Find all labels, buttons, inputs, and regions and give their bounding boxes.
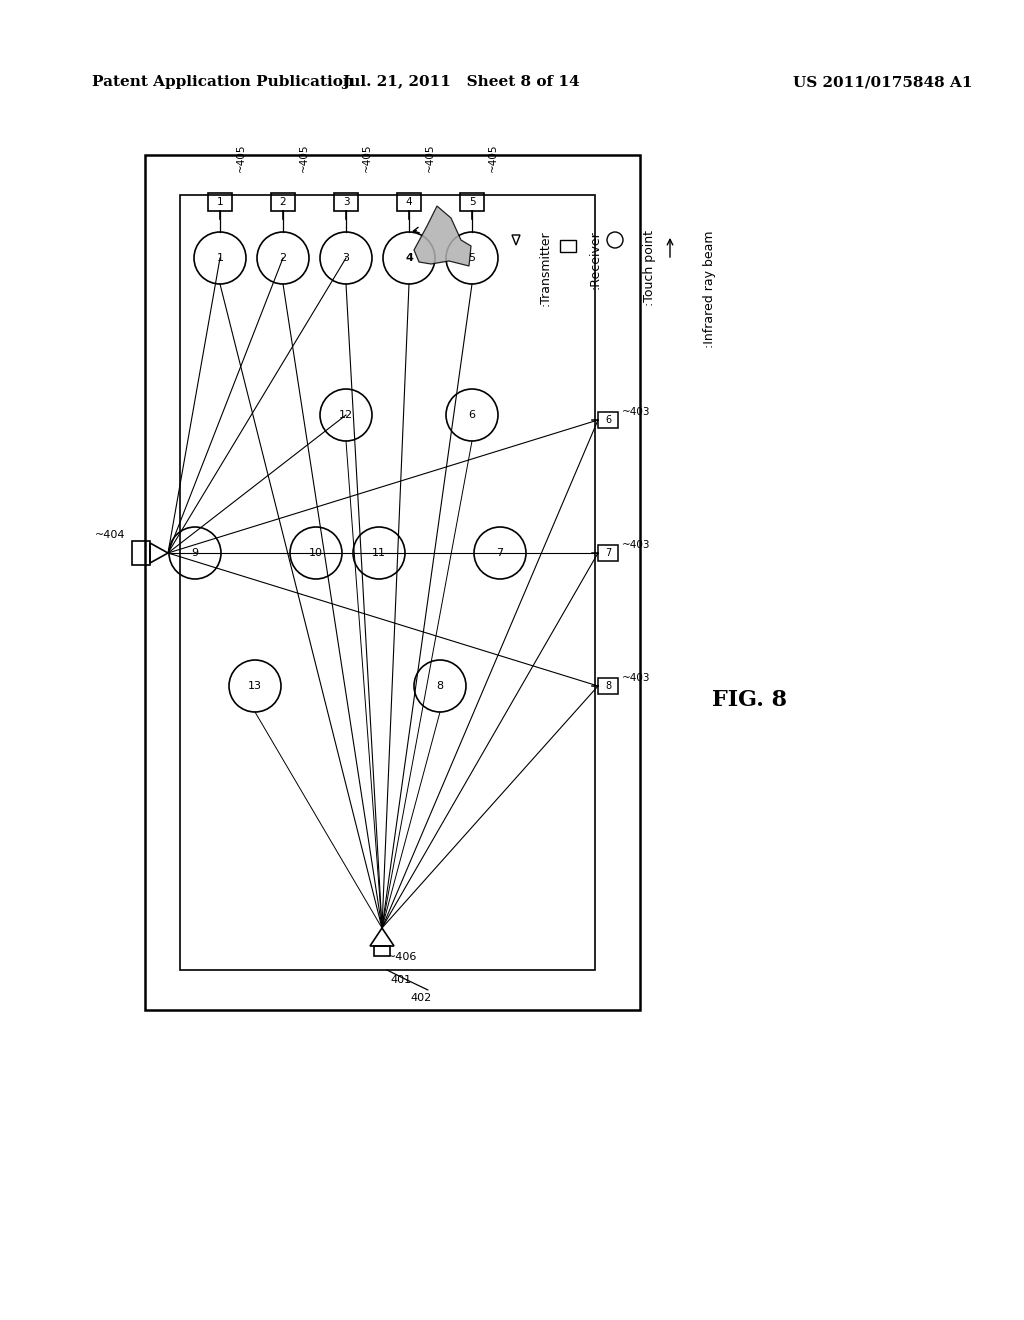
Text: FIG. 8: FIG. 8 [713,689,787,711]
Text: ~405: ~405 [299,144,309,172]
Text: 12: 12 [339,411,353,420]
Text: US 2011/0175848 A1: US 2011/0175848 A1 [794,75,973,88]
Text: 2: 2 [280,197,287,207]
Text: 7: 7 [497,548,504,558]
Text: 4: 4 [406,197,413,207]
Text: ~405: ~405 [362,144,372,172]
Text: ~403: ~403 [622,407,650,417]
Bar [560,240,575,252]
Bar [145,154,640,1010]
Bar [460,193,484,211]
Bar [598,678,618,694]
Text: :Receiver: :Receiver [589,230,601,289]
Bar [208,193,232,211]
Text: ~405: ~405 [488,144,498,172]
Text: ~406: ~406 [387,952,418,962]
Text: 3: 3 [343,197,349,207]
Bar [132,541,150,565]
Text: 8: 8 [605,681,611,690]
Text: 1: 1 [217,197,223,207]
Text: 5: 5 [469,253,475,263]
Text: 401: 401 [390,975,411,985]
Text: 11: 11 [372,548,386,558]
Text: 13: 13 [248,681,262,690]
Text: Patent Application Publication: Patent Application Publication [92,75,354,88]
Text: ~403: ~403 [622,540,650,550]
Text: 8: 8 [436,681,443,690]
Text: ~405: ~405 [425,144,435,172]
Text: :Infrared ray beam: :Infrared ray beam [703,230,717,347]
Text: 2: 2 [280,253,287,263]
Text: 1: 1 [216,253,223,263]
Text: 9: 9 [191,548,199,558]
Bar [397,193,421,211]
Text: 5: 5 [469,197,475,207]
Text: :Touch point: :Touch point [643,230,656,306]
Text: 4: 4 [406,253,413,263]
Text: 7: 7 [605,548,611,558]
Text: :Transmitter: :Transmitter [539,230,552,306]
Text: ~403: ~403 [622,673,650,682]
Text: 402: 402 [410,993,431,1003]
Bar [271,193,295,211]
Bar [598,412,618,428]
Text: Jul. 21, 2011   Sheet 8 of 14: Jul. 21, 2011 Sheet 8 of 14 [342,75,580,88]
Polygon shape [414,206,471,267]
Bar [598,545,618,561]
Text: ~405: ~405 [236,144,246,172]
Bar [334,193,358,211]
Text: ~404: ~404 [94,531,125,540]
Text: 6: 6 [605,414,611,425]
Text: 10: 10 [309,548,323,558]
Bar [180,195,595,970]
Text: 3: 3 [342,253,349,263]
Text: 6: 6 [469,411,475,420]
Bar [374,946,390,956]
